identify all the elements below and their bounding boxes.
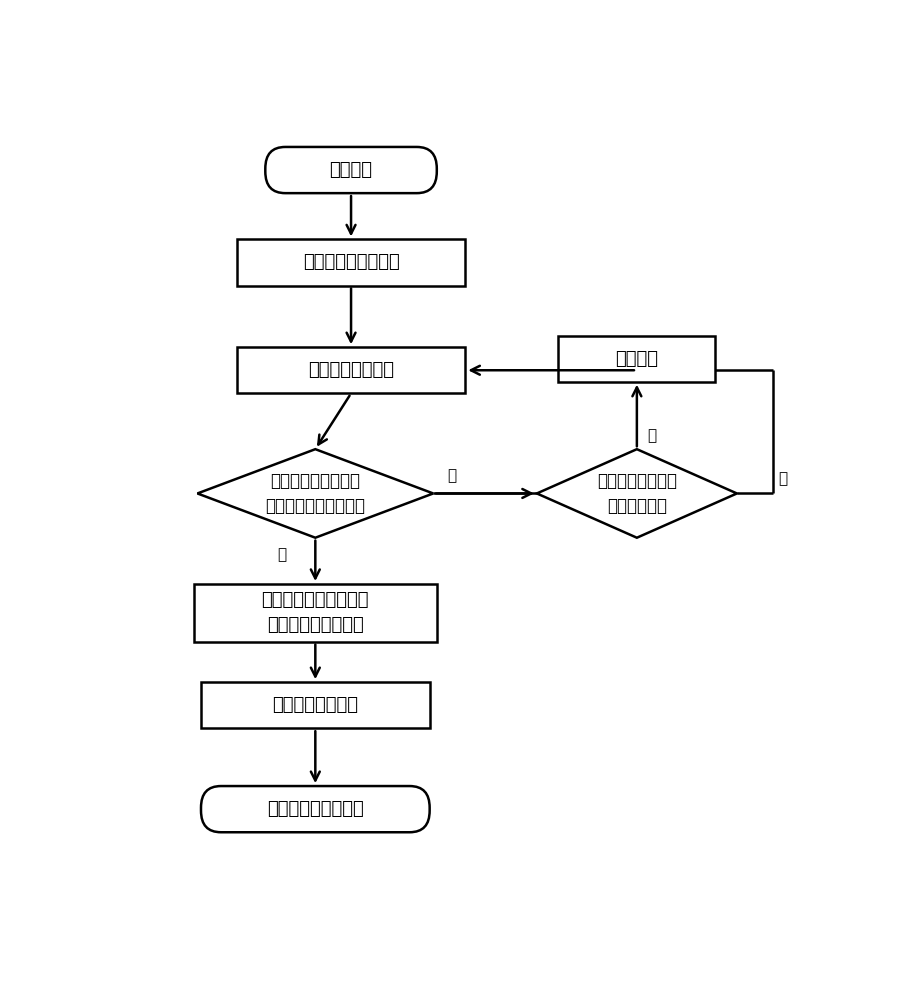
Bar [558,336,715,382]
Text: 将出口边界速度赋值给
实际计算域入口边界: 将出口边界速度赋值给 实际计算域入口边界 [262,591,369,634]
Polygon shape [537,449,737,538]
Text: 否: 否 [447,468,456,483]
Text: 计算周期循环区域: 计算周期循环区域 [308,361,394,379]
Text: 监测出口面紊乱程度
判断湍流是否充分发展: 监测出口面紊乱程度 判断湍流是否充分发展 [266,472,365,515]
Bar [237,239,466,286]
Text: 计算实际管路流域: 计算实际管路流域 [272,696,359,714]
Bar [201,682,430,728]
Bar [194,584,437,642]
Text: 计算开始: 计算开始 [329,161,372,179]
Text: 修正速度: 修正速度 [615,350,658,368]
Polygon shape [197,449,433,538]
Text: 否: 否 [647,428,656,443]
Text: 初始化周期循环区域: 初始化周期循环区域 [302,253,399,271]
Text: 是: 是 [778,471,787,486]
Text: 计算完成，导出结果: 计算完成，导出结果 [267,800,363,818]
FancyBboxPatch shape [266,147,437,193]
FancyBboxPatch shape [201,786,430,832]
Bar [237,347,466,393]
Text: 是: 是 [278,547,287,562]
Text: 判断循环域进出口
流量是否守恒: 判断循环域进出口 流量是否守恒 [597,472,677,515]
